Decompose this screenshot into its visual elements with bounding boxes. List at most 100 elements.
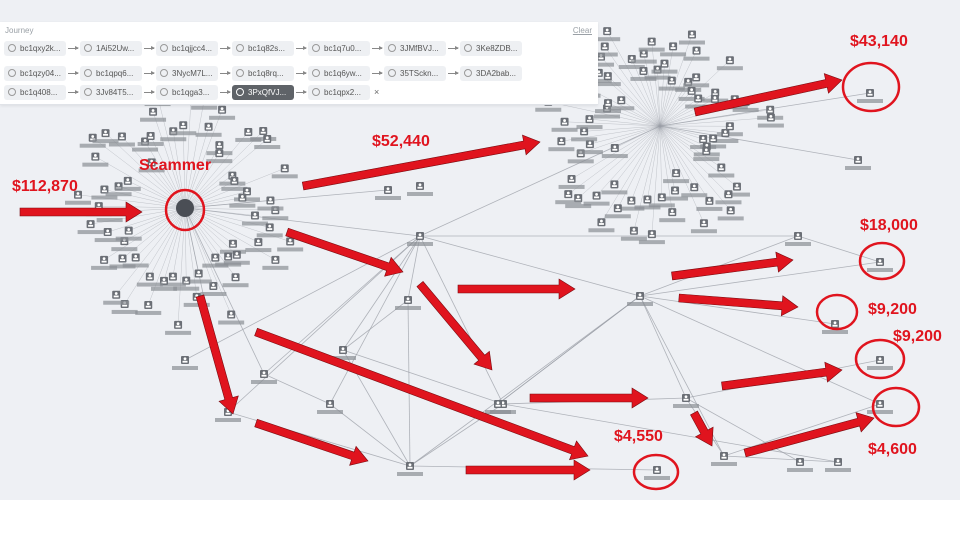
address-node[interactable] xyxy=(165,320,192,335)
address-node[interactable] xyxy=(222,273,249,288)
address-node[interactable] xyxy=(576,140,603,155)
address-node[interactable] xyxy=(221,176,248,191)
address-node[interactable] xyxy=(712,129,739,144)
address-node[interactable] xyxy=(662,186,689,201)
journey-chip[interactable]: bc1q8rq... xyxy=(232,66,294,81)
address-node[interactable] xyxy=(206,149,233,164)
address-node[interactable] xyxy=(696,196,723,211)
address-node[interactable] xyxy=(91,255,118,270)
address-node[interactable] xyxy=(92,129,119,144)
address-node[interactable] xyxy=(82,152,109,167)
address-node[interactable] xyxy=(716,56,743,71)
address-node[interactable] xyxy=(330,346,356,360)
address-node[interactable] xyxy=(172,356,198,370)
address-node[interactable] xyxy=(716,122,743,137)
address-node[interactable] xyxy=(822,320,848,334)
address-node[interactable] xyxy=(825,458,851,472)
address-node[interactable] xyxy=(245,238,272,253)
journey-chip[interactable]: bc1q7u0... xyxy=(308,41,370,56)
address-node[interactable] xyxy=(257,196,284,211)
address-node[interactable] xyxy=(673,394,699,408)
address-node[interactable] xyxy=(630,66,657,81)
journey-chip[interactable]: 3JMfBVJ... xyxy=(384,41,446,56)
address-node[interactable] xyxy=(109,254,136,269)
address-node[interactable] xyxy=(618,196,645,211)
address-node[interactable] xyxy=(648,193,675,208)
address-node[interactable] xyxy=(91,185,118,200)
address-node[interactable] xyxy=(64,190,91,205)
address-node[interactable] xyxy=(620,226,647,241)
journey-chip[interactable]: bc1qga3... xyxy=(156,85,218,100)
address-node[interactable] xyxy=(867,356,893,370)
journey-chip[interactable]: 3PxQfVJ... xyxy=(232,85,294,100)
address-node[interactable] xyxy=(115,226,142,241)
address-node[interactable] xyxy=(601,180,628,195)
address-node[interactable] xyxy=(604,204,631,219)
address-node[interactable] xyxy=(137,131,164,146)
address-node[interactable] xyxy=(787,458,813,472)
address-node[interactable] xyxy=(693,147,720,162)
address-node[interactable] xyxy=(241,211,268,226)
address-node[interactable] xyxy=(601,144,628,159)
address-node[interactable] xyxy=(209,105,236,120)
address-node[interactable] xyxy=(375,186,401,200)
address-node[interactable] xyxy=(548,137,575,152)
address-node[interactable] xyxy=(757,113,784,128)
address-node[interactable] xyxy=(195,122,222,137)
journey-chip[interactable]: 35TSckn... xyxy=(384,66,446,81)
address-node[interactable] xyxy=(140,107,167,122)
address-node[interactable] xyxy=(627,292,653,306)
journey-chip[interactable]: 3DA2bab... xyxy=(460,66,522,81)
address-node[interactable] xyxy=(262,255,289,270)
address-node[interactable] xyxy=(136,272,163,287)
address-node[interactable] xyxy=(785,232,811,246)
address-node[interactable] xyxy=(683,46,710,61)
address-node[interactable] xyxy=(685,94,712,109)
address-node[interactable] xyxy=(651,59,678,74)
address-node[interactable] xyxy=(138,158,165,173)
address-node[interactable] xyxy=(122,253,149,268)
address-node[interactable] xyxy=(608,96,635,111)
address-node[interactable] xyxy=(235,127,262,142)
address-node[interactable] xyxy=(94,228,121,243)
address-node[interactable] xyxy=(251,370,277,384)
close-icon[interactable]: × xyxy=(374,87,380,97)
address-node[interactable] xyxy=(638,230,665,245)
address-node[interactable] xyxy=(711,452,737,466)
address-node[interactable] xyxy=(683,73,710,88)
address-node[interactable] xyxy=(659,208,686,223)
address-node[interactable] xyxy=(185,269,212,284)
address-node[interactable] xyxy=(867,400,893,414)
transaction-graph[interactable] xyxy=(0,0,960,500)
address-node[interactable] xyxy=(558,174,585,189)
address-node[interactable] xyxy=(135,300,162,315)
address-node[interactable] xyxy=(663,169,690,184)
journey-chip[interactable]: bc1qxy2k... xyxy=(4,41,66,56)
address-node[interactable] xyxy=(644,466,670,480)
address-node[interactable] xyxy=(202,253,229,268)
journey-chip[interactable]: 3Jv84T5... xyxy=(80,85,142,100)
address-node[interactable] xyxy=(395,296,421,310)
address-node[interactable] xyxy=(229,193,256,208)
address-node[interactable] xyxy=(200,281,227,296)
journey-chip[interactable]: bc1qjjcc4... xyxy=(156,41,218,56)
address-node[interactable] xyxy=(595,99,622,114)
address-node[interactable] xyxy=(576,115,603,130)
address-node[interactable] xyxy=(678,30,705,45)
address-node[interactable] xyxy=(660,42,687,57)
journey-chip[interactable]: bc1qpx2... xyxy=(308,85,370,100)
address-node[interactable] xyxy=(254,135,281,150)
address-node[interactable] xyxy=(658,76,685,91)
address-node[interactable] xyxy=(583,191,610,206)
journey-chip[interactable]: bc1q6yw... xyxy=(308,66,370,81)
journey-chip[interactable]: 1Ai52Uw... xyxy=(80,41,142,56)
address-node[interactable] xyxy=(845,156,871,170)
address-node[interactable] xyxy=(571,127,598,142)
address-node[interactable] xyxy=(397,462,423,476)
address-node[interactable] xyxy=(678,86,705,101)
journey-chip[interactable]: bc1qzy04... xyxy=(4,66,66,81)
address-node[interactable] xyxy=(588,218,615,233)
address-node[interactable] xyxy=(638,37,665,52)
address-node[interactable] xyxy=(407,182,433,196)
address-node[interactable] xyxy=(277,237,304,252)
